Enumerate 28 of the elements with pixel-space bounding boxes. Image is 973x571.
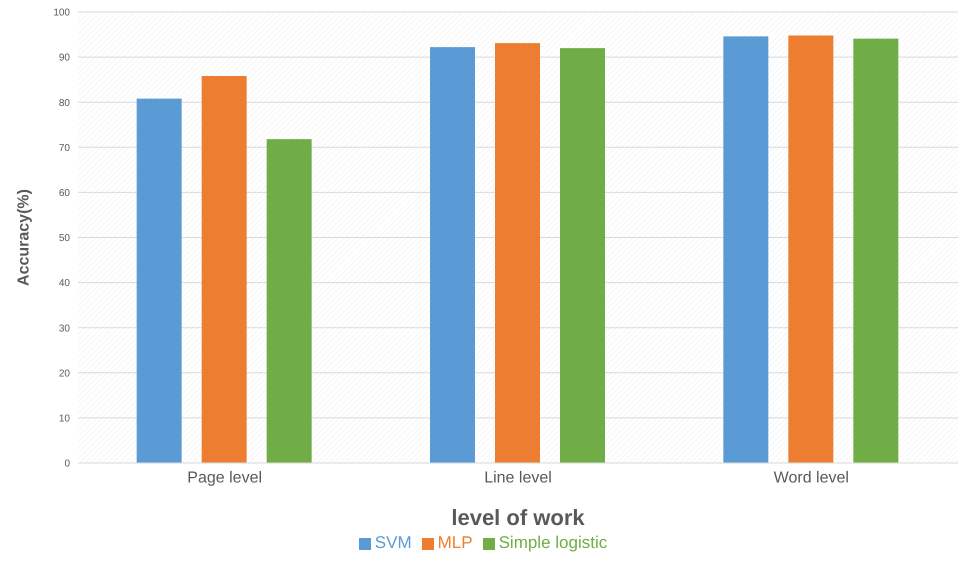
y-axis-title: Accuracy(%) [16,189,33,286]
bar [560,48,605,463]
bar [266,139,312,463]
legend-label: MLP [438,533,473,552]
x-tick-label: Line level [484,469,552,486]
y-tick-label: 30 [58,323,70,334]
y-tick-label: 40 [58,278,70,290]
x-axis-title: level of work [451,505,586,530]
bar [495,43,540,463]
y-tick-label: 60 [58,188,70,199]
y-tick-label: 10 [58,413,70,424]
bar [788,35,834,463]
y-tick-label: 90 [58,52,70,64]
y-tick-label: 0 [64,458,70,470]
y-tick-label: 20 [58,368,70,380]
bar [853,38,898,463]
y-tick-label: 70 [58,142,70,154]
x-tick-label: Word level [774,469,849,486]
bar [430,47,475,463]
bar [202,76,247,463]
x-tick-label: Page level [187,469,262,486]
legend-label: Simple logistic [498,533,608,552]
bar [136,98,182,463]
bar [723,36,768,463]
legend-label: SVM [374,533,412,552]
y-tick-label: 50 [58,233,70,244]
y-tick-label: 80 [58,98,70,109]
y-tick-label: 100 [53,8,70,19]
